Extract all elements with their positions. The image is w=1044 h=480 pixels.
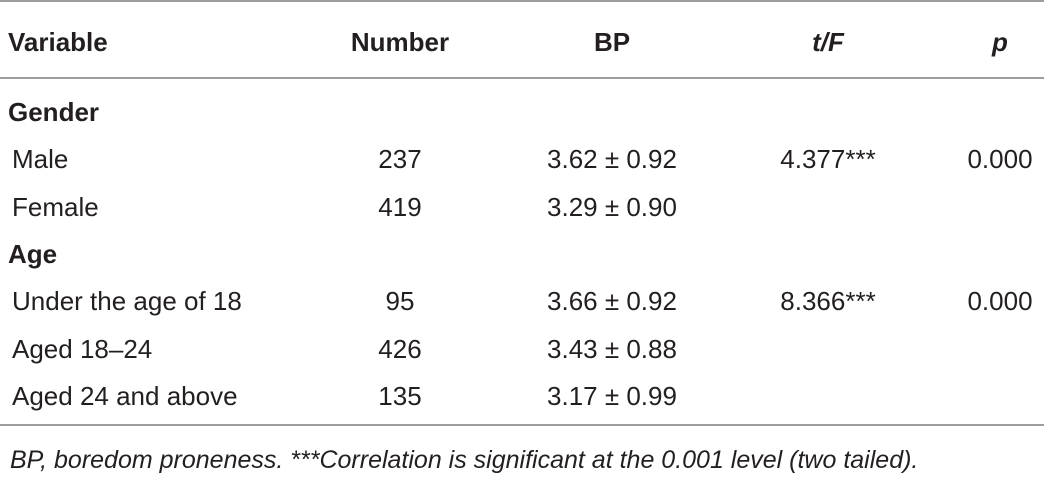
table-cell: Aged 18–24: [12, 333, 153, 364]
table-cell: 426: [378, 333, 422, 364]
table-cell: 3.29 ± 0.90: [547, 191, 677, 222]
table-cell: 419: [378, 191, 422, 222]
section-title: Gender: [8, 97, 100, 127]
footnote: BP, boredom proneness. ***Correlation is…: [10, 446, 919, 474]
column-header: t/F: [812, 27, 844, 57]
table-cell: 4.377***: [780, 144, 876, 175]
column-header: BP: [593, 27, 631, 57]
table-cell: 3.66 ± 0.92: [547, 286, 677, 317]
column-header: Variable: [8, 27, 108, 57]
table-cell: 3.43 ± 0.88: [547, 333, 677, 364]
column-header: p: [992, 27, 1008, 57]
table-cell: 3.17 ± 0.99: [547, 380, 677, 411]
bottom-rule: [0, 424, 1044, 426]
table-cell: 237: [378, 144, 422, 175]
table-cell: 135: [378, 380, 422, 411]
table-cell: 95: [385, 286, 415, 317]
table-cell: Aged 24 and above: [12, 380, 238, 411]
table-cell: 3.62 ± 0.92: [547, 144, 677, 175]
section-title: Age: [8, 238, 58, 269]
table-cell: Male: [12, 144, 69, 175]
table-cell: Female: [12, 191, 99, 222]
table-cell: 0.000: [967, 144, 1033, 175]
table-cell: 8.366***: [780, 286, 876, 317]
column-header: Number: [350, 27, 450, 57]
top-rule: [0, 0, 1044, 2]
header-rule: [0, 77, 1044, 79]
table-cell: 0.000: [967, 286, 1033, 317]
table-cell: Under the age of 18: [12, 286, 242, 317]
